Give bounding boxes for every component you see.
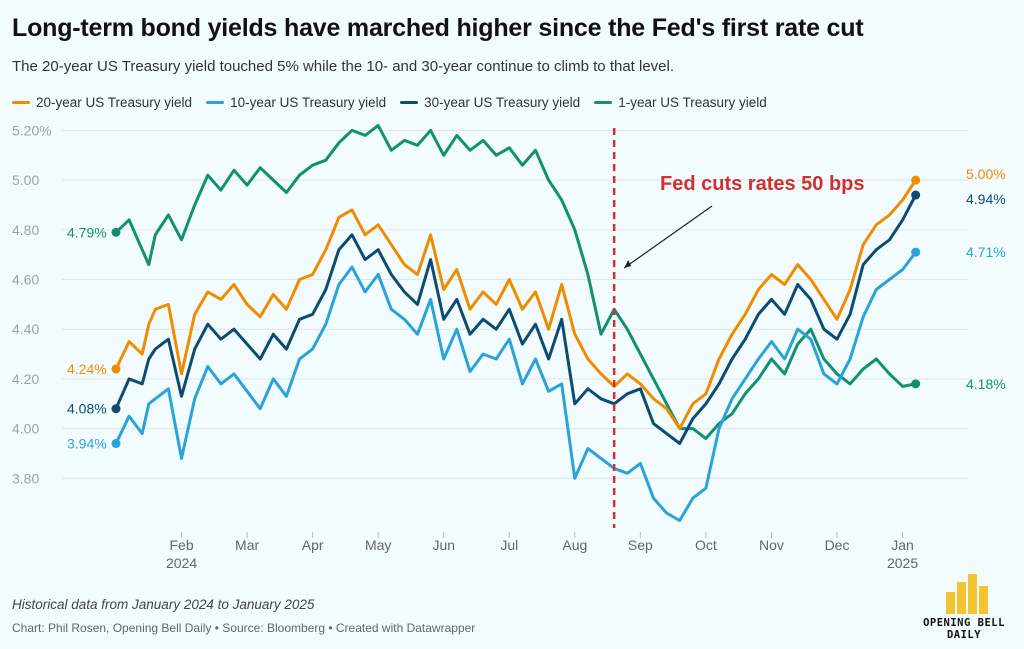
legend-item-20y: 20-year US Treasury yield	[12, 92, 192, 112]
legend-swatch-20y	[12, 100, 30, 104]
fed-cut-label: Fed cuts rates 50 bps	[660, 173, 865, 195]
logo-line-2: DAILY	[946, 629, 982, 641]
x-tick-label: May	[365, 537, 391, 553]
x-tick-label: Dec	[825, 537, 850, 553]
end-point-1	[911, 247, 921, 257]
x-tick-label: Aug	[562, 537, 587, 553]
start-label-2: 4.08%	[67, 401, 107, 417]
y-tick-label: 4.20	[12, 371, 39, 387]
logo-bar-4	[979, 586, 988, 614]
y-axis: 3.80 4.00 4.20 4.40 4.60 4.80 5.00 5.20%	[12, 122, 52, 486]
legend-swatch-30y	[400, 100, 419, 104]
chart-subtitle: The 20-year US Treasury yield touched 5%…	[12, 58, 675, 75]
y-tick-label: 3.80	[12, 470, 39, 486]
end-label-1: 4.71%	[966, 244, 1006, 260]
series-line-2	[114, 193, 918, 445]
x-tick-label: Feb	[169, 537, 193, 553]
end-label-3: 4.18%	[966, 376, 1006, 392]
chart-note: Historical data from January 2024 to Jan…	[12, 597, 315, 612]
event-annotation: Fed cuts rates 50 bps	[612, 128, 865, 528]
y-tick-label: 4.80	[12, 222, 39, 238]
end-point-2	[911, 190, 921, 200]
start-label-3: 4.79%	[67, 224, 107, 240]
start-point-1	[111, 439, 121, 449]
logo-bar-2	[957, 582, 966, 614]
x-tick-year: 2024	[166, 555, 197, 571]
x-tick-label: Sep	[628, 537, 653, 553]
y-tick-label: 4.00	[12, 421, 39, 437]
start-label-1: 3.94%	[67, 436, 107, 452]
start-point-0	[111, 364, 121, 374]
y-tick-label: 5.20%	[12, 122, 52, 138]
logo-bar-3	[968, 574, 977, 614]
chart-title: Long-term bond yields have marched highe…	[12, 14, 864, 42]
logo-line-1: OPENING BELL	[923, 617, 1005, 629]
end-label-2: 4.94%	[966, 191, 1006, 207]
legend-label-30y: 30-year US Treasury yield	[424, 94, 581, 110]
chart-legend: 20-year US Treasury yield 10-year US Tre…	[12, 92, 767, 112]
legend-item-1y: 1-year US Treasury yield	[594, 92, 767, 112]
end-point-0	[911, 175, 921, 185]
annotation-arrow	[623, 205, 713, 269]
y-tick-label: 5.00	[12, 172, 39, 188]
series-line-0	[114, 178, 918, 431]
arrow-head	[624, 260, 632, 268]
x-tick-year: 2025	[887, 555, 918, 571]
legend-swatch-1y	[594, 100, 613, 104]
y-tick-label: 4.40	[12, 321, 39, 337]
x-axis: Feb 2024 Mar Apr May Jun Jul Aug Sep Oct Nov Dec Jan…	[166, 532, 918, 571]
legend-label-1y: 1-year US Treasury yield	[618, 94, 767, 110]
x-tick-label: Jul	[500, 537, 518, 553]
x-tick-label: Mar	[235, 537, 259, 553]
end-label-0: 5.00%	[966, 166, 1006, 182]
x-tick-label: Jun	[432, 537, 455, 553]
logo-text: OPENING BELL DAILY	[914, 617, 1014, 641]
end-point-3	[911, 379, 921, 389]
x-tick-label: Oct	[695, 537, 717, 553]
logo-bar-1	[946, 592, 955, 614]
x-tick-label: Jan	[891, 537, 914, 553]
series-layer	[114, 124, 918, 522]
start-point-3	[111, 227, 121, 237]
legend-label-10y: 10-year US Treasury yield	[230, 94, 387, 110]
line-chart: 3.80 4.00 4.20 4.40 4.60 4.80 5.00 5.20% Feb 202…	[12, 122, 1006, 571]
start-point-2	[111, 404, 121, 414]
chart-credits: Chart: Phil Rosen, Opening Bell Daily • …	[12, 621, 476, 635]
x-tick-label: Nov	[759, 537, 784, 553]
series-line-1	[114, 250, 918, 522]
legend-swatch-10y	[206, 100, 225, 104]
bar-chart-icon	[946, 574, 988, 614]
y-tick-label: 4.60	[12, 272, 39, 288]
start-label-0: 4.24%	[67, 361, 107, 377]
endpoint-labels: 4.24% 5.00% 3.94% 4.71% 4.08% 4.94% 4.79% 4.18%	[67, 166, 1006, 451]
legend-label-20y: 20-year US Treasury yield	[36, 94, 193, 110]
x-tick-label: Apr	[302, 537, 324, 553]
opening-bell-logo: OPENING BELL DAILY	[914, 570, 1014, 645]
legend-item-30y: 30-year US Treasury yield	[400, 92, 580, 112]
series-line-3	[114, 124, 918, 440]
legend-item-10y: 10-year US Treasury yield	[206, 92, 386, 112]
